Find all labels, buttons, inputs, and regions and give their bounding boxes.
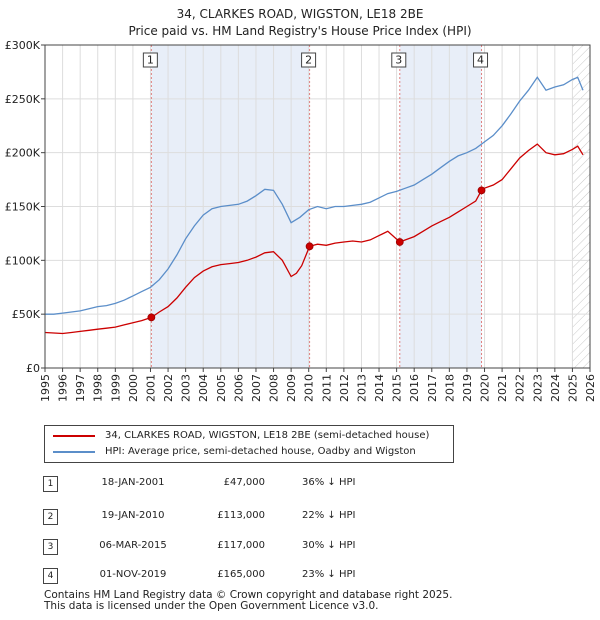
transaction-price: £113,000	[217, 510, 265, 521]
transaction-price: £117,000	[217, 540, 265, 551]
price-chart: 1 2 3 4 £0 £50K £100K £150K £200K £250K £300K 199…	[5, 39, 597, 402]
transaction-number: 1	[43, 476, 58, 492]
y-tick-label: £100K	[5, 254, 41, 267]
transaction-row: 3 06-MAR-2015 £117,000 30% ↓ HPI	[0, 539, 600, 559]
x-tick-label: 2010	[303, 374, 316, 402]
x-tick-label: 2003	[180, 374, 193, 402]
transaction-price: £47,000	[223, 477, 265, 488]
transaction-label-box	[301, 52, 317, 68]
legend: 34, CLARKES ROAD, WIGSTON, LE18 2BE (sem…	[44, 425, 454, 463]
footer-copyright: Contains HM Land Registry data © Crown c…	[44, 589, 453, 601]
footer-licence: This data is licensed under the Open Gov…	[44, 600, 379, 612]
x-tick-label: 2017	[426, 374, 439, 402]
series-line-property	[44, 143, 584, 335]
footer: Contains HM Land Registry data © Crown c…	[44, 590, 452, 612]
transaction-date: 19-JAN-2010	[101, 510, 165, 521]
y-tick-label: £0	[26, 362, 40, 375]
x-tick-label: 2024	[549, 374, 562, 402]
transaction-row: 2 19-JAN-2010 £113,000 22% ↓ HPI	[0, 509, 600, 529]
x-tick-label: 2013	[355, 374, 368, 402]
x-tick-label: 2009	[285, 374, 298, 402]
transaction-row: 4 01-NOV-2019 £165,000 23% ↓ HPI	[0, 568, 600, 588]
legend-label-property: 34, CLARKES ROAD, WIGSTON, LE18 2BE (sem…	[105, 430, 430, 441]
x-tick-label: 1999	[109, 374, 122, 402]
x-tick-label: 2026	[584, 374, 597, 402]
transaction-label-box	[391, 52, 407, 68]
x-tick-label: 1996	[57, 374, 70, 402]
x-tick-label: 2021	[496, 374, 509, 402]
y-tick-label: £50K	[12, 308, 41, 321]
transaction-hpi-diff: 36% ↓ HPI	[302, 477, 356, 488]
x-tick-label: 2023	[531, 374, 544, 402]
x-axis: 1995 1996 1997 1998 1999 2000 2001 2002 2003 2004…	[39, 368, 597, 402]
y-tick-label: £300K	[5, 39, 41, 52]
x-tick-label: 2019	[461, 374, 474, 402]
transaction-label-number: 2	[305, 54, 312, 67]
transaction-row: 1 18-JAN-2001 £47,000 36% ↓ HPI	[0, 476, 600, 496]
x-tick-label: 2000	[127, 374, 140, 402]
y-axis: £0 £50K £100K £150K £200K £250K £300K	[5, 39, 45, 375]
transaction-point	[395, 238, 404, 246]
y-tick-label: £250K	[5, 93, 41, 106]
transaction-marker-lines	[150, 45, 483, 368]
title-line-1: 34, CLARKES ROAD, WIGSTON, LE18 2BE	[176, 7, 424, 21]
transaction-point	[477, 186, 486, 195]
title-line-2: Price paid vs. HM Land Registry's House …	[128, 24, 472, 38]
transaction-label-box	[142, 52, 158, 68]
transaction-labels: 1 2 3 4	[142, 52, 489, 68]
transaction-point	[147, 313, 156, 322]
transaction-hpi-diff: 23% ↓ HPI	[302, 569, 356, 580]
x-tick-label: 2007	[250, 374, 263, 402]
legend-label-hpi: HPI: Average price, semi-detached house,…	[105, 446, 416, 457]
transaction-hpi-diff: 30% ↓ HPI	[302, 540, 356, 551]
x-tick-label: 2018	[443, 374, 456, 402]
x-tick-label: 2014	[373, 374, 386, 402]
transaction-number: 2	[43, 509, 58, 525]
transaction-label-number: 1	[147, 54, 154, 67]
x-tick-label: 2008	[268, 374, 281, 402]
x-tick-label: 2025	[566, 374, 579, 402]
transaction-label-number: 4	[477, 54, 484, 67]
legend-red-line	[53, 435, 95, 437]
series-line-hpi	[45, 76, 584, 315]
x-tick-label: 2020	[479, 374, 492, 402]
transaction-date: 06-MAR-2015	[99, 540, 167, 551]
x-tick-label: 1998	[92, 374, 105, 402]
x-tick-label: 2011	[320, 374, 333, 402]
y-tick-label: £200K	[5, 147, 41, 160]
transaction-points	[147, 186, 486, 322]
x-tick-label: 2022	[514, 374, 527, 402]
chart-title: 34, CLARKES ROAD, WIGSTON, LE18 2BE Pric…	[0, 6, 600, 40]
x-tick-label: 2002	[162, 374, 175, 402]
transaction-point	[305, 242, 314, 251]
transaction-label-number: 3	[395, 54, 402, 67]
transaction-hpi-diff: 22% ↓ HPI	[302, 510, 356, 521]
x-tick-label: 2004	[197, 374, 210, 402]
x-tick-label: 1997	[74, 374, 87, 402]
x-tick-label: 2016	[408, 374, 421, 402]
x-tick-label: 2001	[144, 374, 157, 402]
legend-blue-line	[53, 451, 95, 453]
transaction-date: 18-JAN-2001	[101, 477, 165, 488]
x-tick-label: 2005	[215, 374, 228, 402]
transaction-date: 01-NOV-2019	[99, 569, 167, 580]
series-lines	[44, 76, 584, 335]
transaction-number: 4	[43, 568, 58, 584]
x-tick-label: 1995	[39, 374, 52, 402]
x-tick-label: 2006	[232, 374, 245, 402]
x-tick-label: 2012	[338, 374, 351, 402]
y-tick-label: £150K	[5, 201, 41, 214]
transaction-price: £165,000	[217, 569, 265, 580]
transaction-number: 3	[43, 539, 58, 555]
x-tick-label: 2015	[391, 374, 404, 402]
transaction-label-box	[473, 52, 489, 68]
